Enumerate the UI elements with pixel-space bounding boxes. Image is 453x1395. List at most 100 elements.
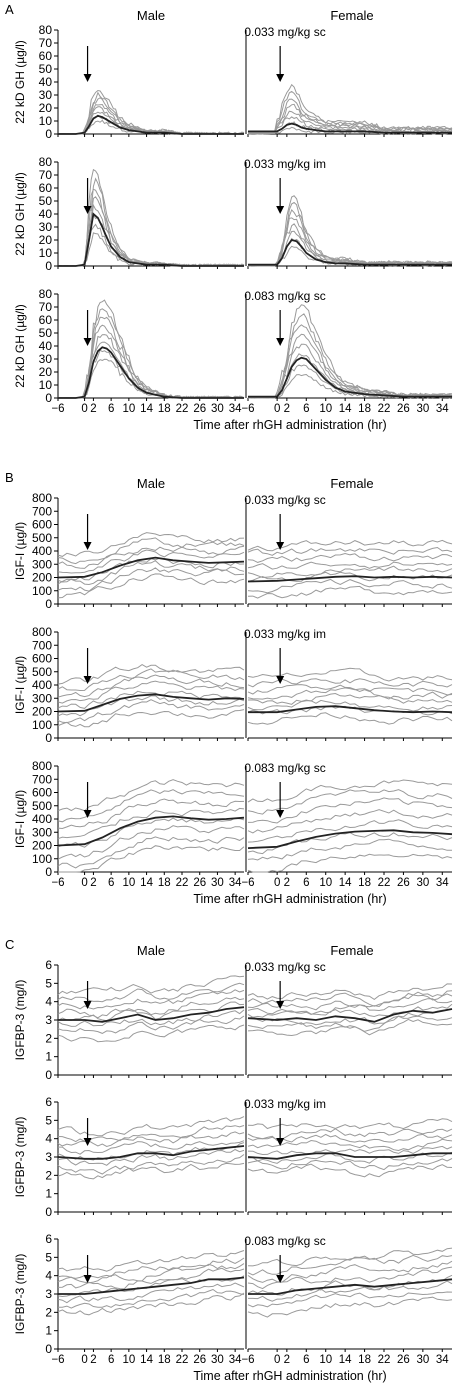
individual-series-line: [57, 699, 245, 724]
x-tick-label: 26: [397, 403, 410, 415]
x-tick-label: 18: [358, 877, 371, 889]
y-tick-label: 100: [32, 718, 52, 732]
x-tick-label: 6: [303, 1354, 309, 1366]
x-tick-label: 26: [397, 877, 410, 889]
y-tick-label: 1: [45, 1324, 52, 1338]
y-tick-label: 60: [39, 49, 53, 63]
mean-series-line: [247, 1008, 453, 1023]
x-tick-label: −6: [51, 1354, 64, 1366]
x-tick-label: 14: [140, 877, 153, 889]
y-axis-label: IGFBP-3 (mg/l): [13, 1117, 27, 1198]
mean-series-line: [58, 1276, 245, 1295]
individual-series-line: [247, 578, 453, 594]
dose-label: 0.033 mg/kg im: [244, 627, 326, 641]
x-tick-label: 30: [211, 877, 224, 889]
x-tick-label: 6: [108, 403, 114, 415]
individual-series-line: [57, 1250, 245, 1272]
x-tick-label: 14: [140, 1354, 153, 1366]
x-tick-label: 18: [158, 877, 171, 889]
y-tick-label: 3: [45, 1287, 52, 1301]
individual-series-line: [247, 684, 453, 696]
y-tick-label: 2: [45, 1168, 52, 1182]
mean-series-line: [248, 238, 452, 266]
y-tick-label: 5: [45, 1250, 52, 1264]
administration-arrow-icon: [83, 46, 92, 82]
mean-series-line: [57, 693, 245, 713]
individual-series-line: [247, 1260, 453, 1283]
dose-label: 0.033 mg/kg sc: [244, 25, 325, 39]
y-tick-label: 0: [45, 1205, 52, 1219]
y-tick-label: 30: [39, 352, 53, 366]
mean-series-line: [247, 829, 453, 849]
x-tick-label: 10: [319, 877, 332, 889]
y-tick-label: 20: [39, 365, 53, 379]
x-tick-label: 22: [378, 1354, 391, 1366]
administration-arrow-icon: [276, 310, 285, 346]
x-tick-label: 26: [193, 403, 206, 415]
administration-arrow-icon: [83, 1118, 92, 1146]
individual-series-line: [247, 1274, 453, 1296]
individual-series-line: [247, 687, 453, 700]
y-tick-label: 3: [45, 1013, 52, 1027]
y-tick-label: 0: [45, 865, 52, 879]
y-tick-label: 6: [45, 1232, 52, 1246]
x-tick-label: −6: [241, 1354, 254, 1366]
individual-series-line: [247, 561, 453, 570]
x-tick-label: 14: [339, 403, 352, 415]
mean-series-line: [57, 815, 245, 847]
individual-series-line: [247, 838, 452, 861]
individual-series-line: [247, 552, 453, 563]
individual-series-line: [57, 817, 245, 848]
x-tick-label: 2: [284, 403, 290, 415]
x-tick-label: 18: [358, 403, 371, 415]
individual-series-line: [247, 983, 453, 1001]
individual-series-line: [57, 168, 245, 267]
x-tick-label: 30: [211, 403, 224, 415]
x-tick-label: 0: [81, 1354, 87, 1366]
x-tick-label: 22: [176, 1354, 189, 1366]
y-tick-label: 30: [39, 88, 53, 102]
x-tick-label: 30: [416, 403, 429, 415]
x-tick-label: 0: [81, 403, 87, 415]
y-tick-label: 800: [32, 625, 52, 639]
x-tick-label: −6: [241, 403, 254, 415]
x-tick-label: 18: [158, 1354, 171, 1366]
x-tick-label: 0: [274, 877, 280, 889]
mean-series-line: [247, 575, 453, 583]
x-tick-label: 6: [108, 1354, 114, 1366]
mean-series-line: [248, 1278, 453, 1295]
individual-series-line: [248, 1280, 453, 1302]
y-tick-label: 1: [45, 1187, 52, 1201]
individual-series-line: [57, 1116, 245, 1137]
individual-series-line: [57, 545, 245, 569]
mean-series-line: [247, 1152, 452, 1160]
panel-letter: A: [5, 2, 14, 17]
y-tick-label: 600: [32, 518, 52, 532]
y-tick-label: 500: [32, 665, 52, 679]
y-tick-label: 30: [39, 220, 53, 234]
y-tick-label: 800: [32, 491, 52, 505]
administration-arrow-icon: [83, 514, 92, 550]
dose-label: 0.083 mg/kg sc: [244, 289, 325, 303]
administration-arrow-icon: [276, 648, 285, 684]
x-tick-label: 22: [176, 403, 189, 415]
y-tick-label: 2: [45, 1031, 52, 1045]
y-tick-label: 600: [32, 786, 52, 800]
y-tick-label: 300: [32, 691, 52, 705]
y-tick-label: 4: [45, 1269, 52, 1283]
x-tick-label: 22: [176, 877, 189, 889]
x-tick-label: 22: [378, 877, 391, 889]
y-tick-label: 6: [45, 958, 52, 972]
administration-arrow-icon: [276, 981, 285, 1009]
y-axis-label: 22 kD GH (µg/l): [13, 172, 27, 256]
y-tick-label: 100: [32, 584, 52, 598]
individual-series-line: [247, 195, 453, 267]
dose-label: 0.033 mg/kg sc: [244, 960, 325, 974]
dose-label: 0.033 mg/kg im: [244, 157, 326, 171]
y-tick-label: 0: [45, 259, 52, 273]
individual-series-line: [247, 667, 453, 682]
y-axis-label: 22 kD GH (µg/l): [13, 40, 27, 124]
individual-series-line: [247, 699, 453, 712]
administration-arrow-icon: [83, 782, 92, 818]
x-tick-label: 6: [303, 403, 309, 415]
